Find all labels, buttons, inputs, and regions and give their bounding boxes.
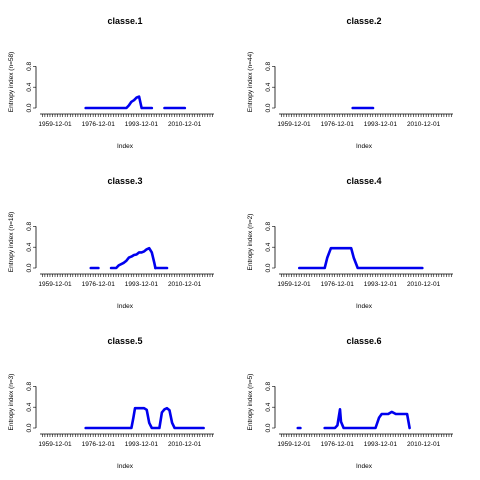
y-tick-label: 0.4 <box>26 82 33 91</box>
x-tick-label: 1976-12-01 <box>82 441 116 448</box>
panel-title: classe.6 <box>346 336 381 346</box>
y-tick-label: 0.8 <box>26 382 33 391</box>
x-tick-label: 1959-12-01 <box>38 441 72 448</box>
x-tick-label: 2010-12-01 <box>168 281 202 288</box>
series-line-segment <box>297 246 424 270</box>
panel-title: classe.5 <box>107 336 142 346</box>
y-axis-label: Entropy index (n=3) <box>8 374 15 431</box>
y-tick-label: 0.8 <box>26 222 33 231</box>
y-tick-label: 0.0 <box>26 423 33 432</box>
x-axis-label: Index <box>356 463 373 470</box>
x-tick-label: 1976-12-01 <box>321 281 355 288</box>
y-axis-label: Entropy index (n=18) <box>8 212 15 273</box>
y-tick-label: 0.8 <box>265 222 272 231</box>
y-axis-label: Entropy index (n=58) <box>8 52 15 113</box>
panel-title: classe.2 <box>346 16 381 26</box>
y-tick-label: 0.0 <box>265 263 272 272</box>
x-tick-label: 2010-12-01 <box>168 441 202 448</box>
y-axis-label: Entropy index (n=44) <box>247 52 254 113</box>
series-line-segment <box>84 406 205 430</box>
x-tick-label: 1976-12-01 <box>321 121 355 128</box>
y-axis-label: Entropy index (n=5) <box>247 374 254 431</box>
x-tick-label: 1959-12-01 <box>277 441 311 448</box>
y-tick-label: 0.0 <box>265 423 272 432</box>
y-tick-label: 0.0 <box>265 103 272 112</box>
x-axis-label: Index <box>117 303 134 310</box>
x-tick-label: 1993-12-01 <box>364 281 398 288</box>
series-line-segment <box>84 95 143 110</box>
series-line-segment <box>323 407 411 430</box>
y-axis-label: Entropy index (n=2) <box>247 214 254 271</box>
x-axis-label: Index <box>117 143 134 150</box>
panel-2: classe.2 0.0 0.4 0.8 Entropy index (n=44) 195… <box>247 16 453 150</box>
panel-title: classe.4 <box>346 176 381 186</box>
x-tick-label: 1993-12-01 <box>364 121 398 128</box>
y-tick-label: 0.4 <box>265 402 272 411</box>
panel-6: classe.6 0.0 0.4 0.8 Entropy index (n=5) 1959… <box>247 336 453 470</box>
x-tick-label: 1993-12-01 <box>125 281 159 288</box>
y-tick-label: 0.8 <box>265 382 272 391</box>
x-tick-label: 2010-12-01 <box>407 441 441 448</box>
x-axis-label: Index <box>356 303 373 310</box>
y-tick-label: 0.8 <box>26 62 33 71</box>
x-tick-label: 1959-12-01 <box>277 121 311 128</box>
x-tick-label: 1976-12-01 <box>82 281 116 288</box>
panel-4: classe.4 0.0 0.4 0.8 Entropy index (n=2) 1959… <box>247 176 453 310</box>
panel-5: classe.5 0.0 0.4 0.8 Entropy index (n=3) 1959… <box>8 336 214 470</box>
x-axis-label: Index <box>117 463 134 470</box>
x-tick-label: 1993-12-01 <box>364 441 398 448</box>
y-tick-label: 0.4 <box>265 82 272 91</box>
panel-1: classe.1 0.0 0.4 0.8 Entropy index (n=58) 195… <box>8 16 214 150</box>
x-tick-label: 1976-12-01 <box>321 441 355 448</box>
x-tick-label: 2010-12-01 <box>407 281 441 288</box>
y-tick-label: 0.4 <box>26 242 33 251</box>
y-tick-label: 0.0 <box>26 103 33 112</box>
x-tick-label: 1993-12-01 <box>125 441 159 448</box>
x-tick-label: 1993-12-01 <box>125 121 159 128</box>
x-tick-label: 2010-12-01 <box>407 121 441 128</box>
y-tick-label: 0.0 <box>26 263 33 272</box>
series-line-segment <box>109 246 157 270</box>
x-tick-label: 1959-12-01 <box>38 281 72 288</box>
x-axis-label: Index <box>356 143 373 150</box>
x-tick-label: 1959-12-01 <box>277 281 311 288</box>
y-tick-label: 0.4 <box>265 242 272 251</box>
panel-title: classe.1 <box>107 16 142 26</box>
panel-title: classe.3 <box>107 176 142 186</box>
y-tick-label: 0.8 <box>265 62 272 71</box>
y-tick-label: 0.4 <box>26 402 33 411</box>
panel-3: classe.3 0.0 0.4 0.8 Entropy index (n=18) 195… <box>8 176 214 310</box>
x-tick-label: 1959-12-01 <box>38 121 72 128</box>
x-tick-label: 1976-12-01 <box>82 121 116 128</box>
x-tick-label: 2010-12-01 <box>168 121 202 128</box>
